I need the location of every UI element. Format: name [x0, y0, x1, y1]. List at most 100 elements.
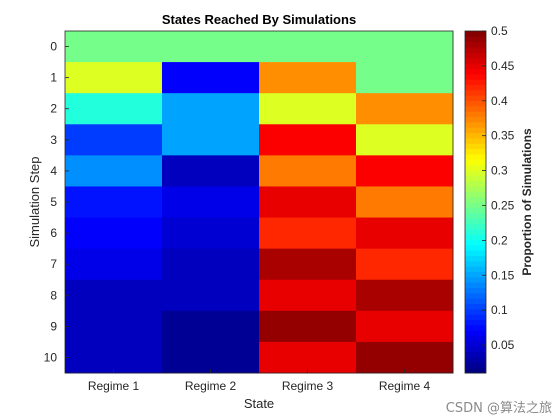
heatmap-cell — [356, 93, 454, 125]
colorbar-swatch — [465, 143, 486, 150]
heatmap-cell — [356, 186, 454, 219]
y-tick-label: 8 — [50, 288, 57, 302]
colorbar-swatch — [465, 79, 486, 85]
heatmap-cell — [65, 310, 163, 343]
colorbar-swatch — [465, 207, 486, 214]
y-tick-label: 0 — [50, 40, 57, 54]
colorbar-swatch — [465, 356, 486, 363]
colorbar-swatch — [465, 73, 486, 80]
colorbar-swatch — [465, 116, 486, 123]
colorbar-tick-labels: 0.05 0.1 0.15 0.2 0.25 0.3 0.35 0.4 0.45 0.5 — [482, 24, 515, 352]
colorbar-swatch — [465, 191, 486, 198]
colorbar-swatch — [465, 175, 486, 182]
colorbar-swatch — [465, 41, 486, 48]
colorbar — [465, 31, 486, 374]
heatmap-cell — [65, 279, 163, 312]
heatmap-cell — [356, 310, 454, 343]
colorbar-swatch — [465, 169, 486, 176]
heatmap-cell — [259, 186, 357, 219]
colorbar-frame — [464, 30, 487, 374]
colorbar-swatch — [465, 63, 486, 69]
colorbar-swatch — [465, 95, 486, 101]
y-tick-label: 10 — [44, 350, 58, 364]
heatmap-cell — [65, 124, 163, 156]
colorbar-swatch — [465, 282, 486, 288]
colorbar-tick-label: 0.2 — [491, 233, 508, 247]
y-tick-label: 2 — [50, 102, 57, 116]
heatmap-cell — [65, 186, 163, 219]
y-tick-label: 7 — [50, 257, 57, 271]
colorbar-swatch — [465, 362, 486, 369]
colorbar-swatch — [465, 351, 486, 358]
colorbar-swatch — [465, 153, 486, 160]
x-tick-label: Regime 3 — [282, 379, 334, 393]
heatmap-cell — [259, 62, 357, 94]
colorbar-swatch — [465, 148, 486, 155]
heatmap-cell — [356, 279, 454, 312]
heatmap-cell — [259, 279, 357, 312]
heatmap-cell — [356, 31, 454, 63]
colorbar-swatch — [465, 324, 486, 331]
colorbar-swatch — [465, 100, 486, 107]
colorbar-swatch — [465, 330, 486, 337]
colorbar-swatch — [465, 234, 486, 240]
heatmap-cell — [65, 93, 163, 125]
x-tick-label: Regime 4 — [379, 379, 431, 393]
heatmap-cell — [162, 248, 260, 281]
colorbar-tick-label: 0.1 — [491, 303, 508, 317]
heatmap-cell — [356, 217, 454, 250]
colorbar-swatch — [465, 132, 486, 139]
y-tick-label: 4 — [50, 164, 57, 178]
colorbar-swatch — [465, 180, 486, 187]
y-tick-label: 9 — [50, 319, 57, 333]
colorbar-tick-label: 0.05 — [491, 338, 515, 352]
chart-title: States Reached By Simulations — [162, 12, 356, 27]
heatmap-cell — [162, 217, 260, 250]
colorbar-swatch — [465, 250, 486, 256]
x-tick-label: Regime 2 — [185, 379, 237, 393]
colorbar-swatch — [465, 137, 486, 144]
heatmap-cell — [162, 341, 260, 374]
colorbar-swatch — [465, 121, 486, 128]
y-tick-label: 1 — [50, 71, 57, 85]
colorbar-swatch — [465, 266, 486, 272]
colorbar-swatch — [465, 319, 486, 326]
colorbar-swatch — [465, 255, 486, 262]
colorbar-swatch — [465, 57, 486, 64]
colorbar-swatch — [465, 346, 486, 353]
colorbar-tick-label: 0.25 — [491, 198, 515, 212]
colorbar-swatch — [465, 271, 486, 278]
heatmap-cell — [162, 93, 260, 125]
heatmap-cell — [162, 310, 260, 343]
y-axis-label: Simulation Step — [27, 156, 42, 247]
heatmap-cell — [259, 248, 357, 281]
colorbar-swatch — [465, 335, 486, 342]
heatmap-cell — [259, 341, 357, 374]
colorbar-swatch — [465, 84, 486, 91]
watermark: CSDN @算法之旅 — [445, 401, 552, 416]
colorbar-label: Proportion of Simulations — [520, 128, 534, 276]
heatmap-cell — [259, 93, 357, 125]
colorbar-swatch — [465, 52, 486, 59]
colorbar-tick-label: 0.5 — [491, 24, 508, 38]
heatmap-cell — [162, 155, 260, 187]
colorbar-swatch — [465, 202, 486, 208]
colorbar-swatch — [465, 260, 486, 267]
heatmap-cell — [356, 248, 454, 281]
heatmap-cell — [356, 341, 454, 374]
colorbar-swatch — [465, 159, 486, 166]
colorbar-swatch — [465, 127, 486, 134]
colorbar-swatch — [465, 68, 486, 75]
heatmap-cell — [162, 124, 260, 156]
colorbar-swatch — [465, 185, 486, 192]
colorbar-swatch — [465, 218, 486, 224]
heatmap-cell — [162, 186, 260, 219]
colorbar-swatch — [465, 308, 486, 315]
heatmap-cell — [65, 62, 163, 94]
heatmap-cell — [65, 248, 163, 281]
heatmap-cell — [356, 155, 454, 187]
heatmap-cell — [356, 124, 454, 156]
heatmap-cell — [162, 31, 260, 63]
colorbar-swatch — [465, 89, 486, 96]
